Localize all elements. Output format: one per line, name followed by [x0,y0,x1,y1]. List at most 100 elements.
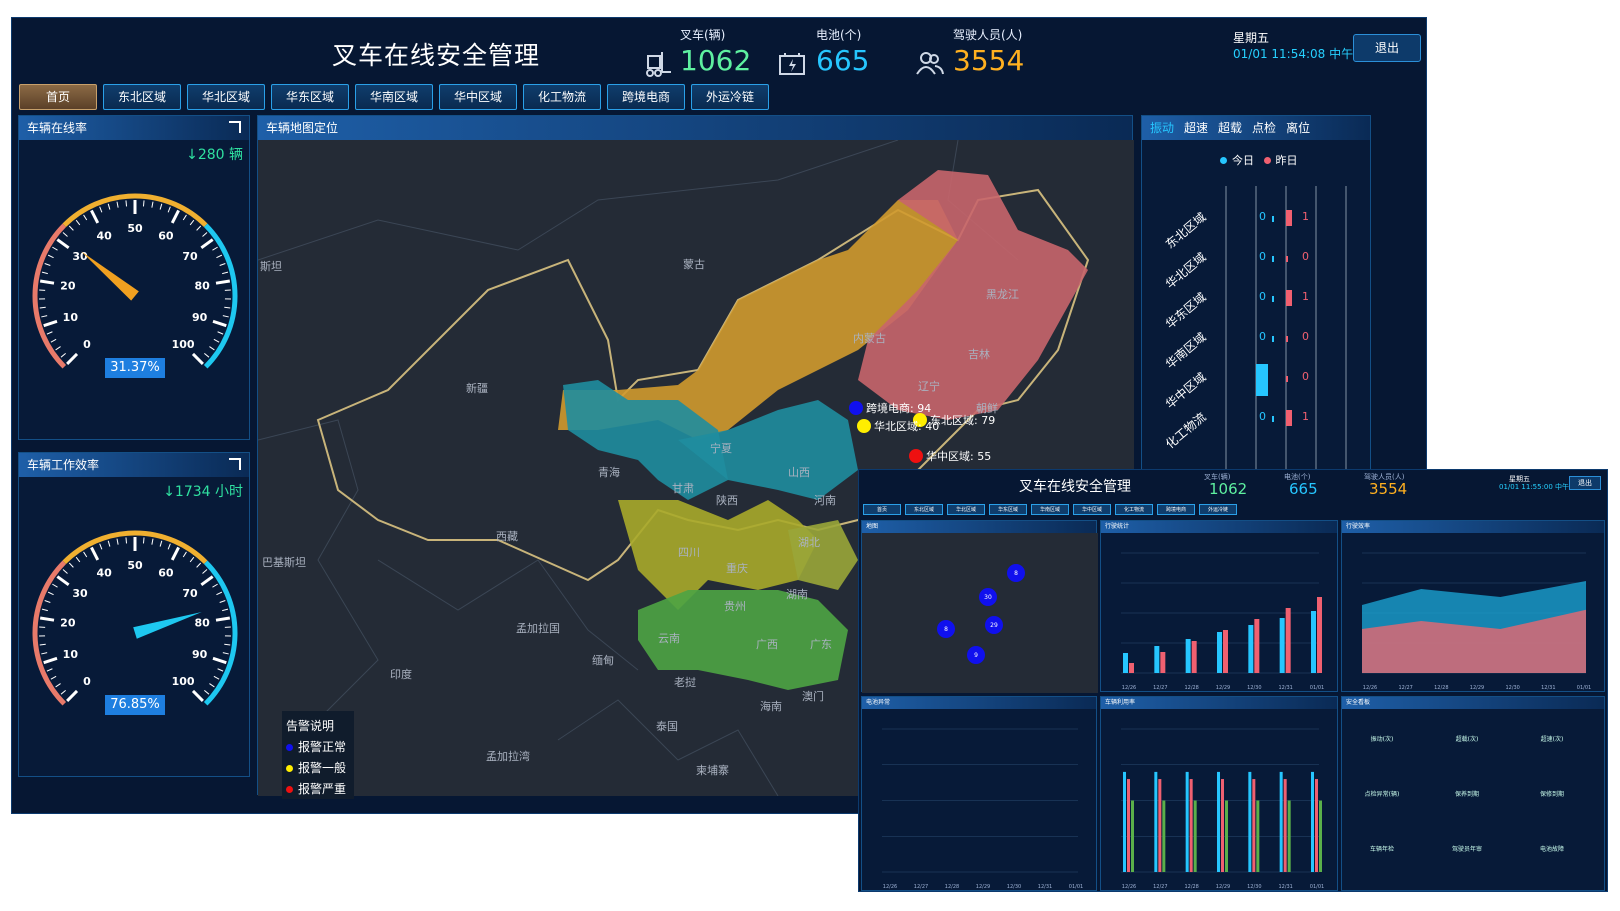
inset-tab-5[interactable]: 华中区域 [1073,504,1111,515]
panel-title: 车辆地图定位 [258,116,1132,140]
chart-category-label: 华中区域 [1162,369,1208,411]
gauge-tick [83,551,88,558]
inset-map-bg [862,533,1098,693]
gauge-tick-label: 80 [195,616,211,629]
inset-tab-4[interactable]: 华南区域 [1031,504,1069,515]
inset-bar [1217,771,1220,872]
tab-5[interactable]: 华中区域 [439,84,517,110]
gauge-tick [55,346,61,351]
alarm-legend-row: 今日 昨日 [1220,152,1298,168]
expand-icon[interactable] [229,458,241,470]
gauge-tick [212,583,218,588]
chart-value-today: 0 [1259,250,1266,263]
inset-bar [1154,771,1158,872]
gauge-tick [90,546,100,561]
stat-forklift: 叉车(辆) 1062 [642,24,812,94]
alarm-bar-chart: 东北区域 0 1 华北区域 0 0 华东区域 0 1 华南区域 0 0 华中区域 2 0 化工物流 0 1 [1162,186,1347,476]
legend-today: 今日 [1232,154,1254,167]
gauge-tick-label: 10 [63,648,79,661]
alarm-tab-3[interactable]: 点检 [1252,121,1277,135]
gauge-tick [60,352,66,358]
tab-8[interactable]: 外运冷链 [691,84,769,110]
alarm-tab-4[interactable]: 离位 [1286,121,1311,135]
gauge-tick [142,200,145,207]
gauge-arc [62,193,208,228]
map-label-bengal: 孟加拉湾 [486,749,530,763]
legend-item-severe: 报警严重 [286,780,350,797]
inset-map-point-label: 30 [984,594,992,601]
gauge-tick [200,238,214,250]
legend-label: 报警正常 [298,740,347,754]
inset-map-point [1007,564,1025,582]
gauge-arc [62,530,208,565]
inset-date-label: 12/26 [1122,884,1136,890]
gauge-tick [66,352,79,365]
exit-button[interactable]: 退出 [1353,34,1421,62]
inset-stat-value: 3554 [1369,480,1408,498]
inset-exit-button[interactable]: 退出 [1569,476,1601,490]
map-label-india: 印度 [390,667,412,681]
chart-value-yesterday: 1 [1302,410,1309,423]
inset-safety-label: 振动(次) [1371,735,1394,743]
gauge-tick [39,279,55,285]
stat-battery: 电池(个) 665 [778,24,948,94]
tab-3[interactable]: 华东区域 [271,84,349,110]
inset-safety-label: 驾驶员年审 [1452,845,1482,853]
gauge-tick [182,551,187,558]
tab-4[interactable]: 华南区域 [355,84,433,110]
tab-0[interactable]: 首页 [19,84,97,110]
inset-date-label: 12/27 [1153,884,1167,890]
legend-yesterday: 昨日 [1275,154,1298,167]
inset-stat-label: 电池(个) [1284,473,1311,481]
inset-bar [1248,771,1252,872]
tab-7[interactable]: 跨境电商 [607,84,685,110]
inset-tab-1[interactable]: 东北区域 [905,504,943,515]
chart-value-today: 0 [1259,330,1266,343]
inset-bar [1223,630,1228,673]
chart-category-label: 华南区域 [1162,329,1208,371]
gauge-tick [170,546,180,561]
tab-6[interactable]: 化工物流 [523,84,601,110]
expand-icon[interactable] [229,121,241,133]
gauge-tick [44,263,51,266]
inset-safety-label: 电池故障 [1540,845,1564,853]
chart-bar-today [1272,216,1274,222]
inset-bar [1193,800,1197,872]
inset-tab-8[interactable]: 外运冷链 [1199,504,1237,515]
map-point-label: 华北区域: 40 [874,419,939,433]
tab-1[interactable]: 东北区域 [103,84,181,110]
chart-bar-yesterday [1286,210,1292,226]
inset-tab-3[interactable]: 华东区域 [989,504,1027,515]
inset-date-label: 12/27 [1153,685,1167,691]
gauge-tick [60,689,66,695]
tab-2[interactable]: 华北区域 [187,84,265,110]
alarm-tab-0[interactable]: 振动 [1150,121,1175,135]
gauge-tick [41,652,48,655]
inset-date-label: 01/01 [1310,884,1324,890]
gauge-tick [41,315,48,318]
map-label-myanmar: 缅甸 [592,653,614,667]
inset-tab-0[interactable]: 首页 [863,504,901,515]
inset-tab-6[interactable]: 化工物流 [1115,504,1153,515]
chart-category-label: 化工物流 [1163,410,1209,452]
panel-title: 车辆工作效率 [19,453,249,477]
inset-tab-2[interactable]: 华北区域 [947,504,985,515]
gauge-tick [116,538,119,545]
map-label-qinghai: 青海 [598,465,620,479]
map-label-hainan: 海南 [760,699,782,713]
chart-value-yesterday: 0 [1302,330,1309,343]
general-dot-icon [286,765,293,772]
gauge-tick [216,254,223,259]
inset-date-label: 12/29 [976,884,990,890]
gauge-tick [215,616,231,622]
alarm-tab-1[interactable]: 超速 [1184,121,1209,135]
chart-value-today: 0 [1259,210,1266,223]
gauge-tick-label: 70 [182,250,198,263]
inset-safety-label: 超速(次) [1541,735,1564,743]
alarm-tab-2[interactable]: 超载 [1218,121,1243,135]
stat-label: 电池(个) [816,28,862,42]
gauge-tick [50,338,57,343]
inset-map-point [937,620,955,638]
people-icon [916,52,944,75]
inset-tab-7[interactable]: 跨境电商 [1157,504,1195,515]
